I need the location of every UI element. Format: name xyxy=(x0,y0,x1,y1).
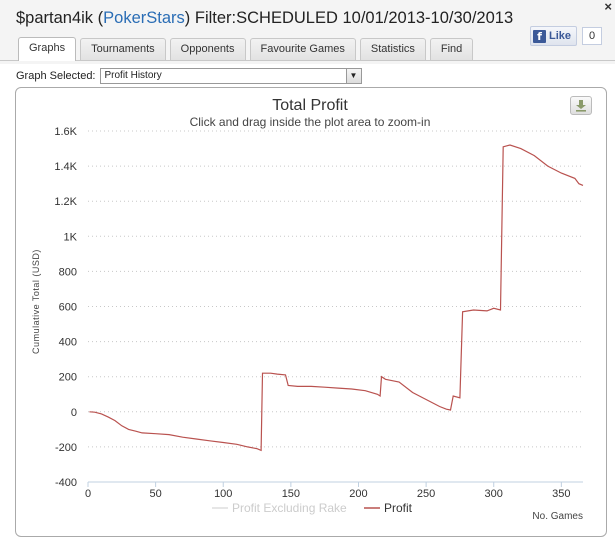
y-axis-label: Cumulative Total (USD) xyxy=(31,249,41,354)
y-tick-label: 800 xyxy=(59,266,77,278)
open-paren: ( xyxy=(97,9,104,27)
filter-text: Filter:SCHEDULED 10/01/2013-10/30/2013 xyxy=(194,9,514,27)
y-tick-label: 200 xyxy=(59,372,77,384)
like-label: Like xyxy=(549,30,572,42)
x-tick-label: 300 xyxy=(485,488,503,500)
graph-select-row: Graph Selected: Profit History ▼ xyxy=(16,68,362,84)
chart-panel xyxy=(15,87,607,537)
facebook-icon: f xyxy=(533,29,546,43)
graph-select-label: Graph Selected: xyxy=(16,70,96,82)
y-tick-label: 400 xyxy=(59,337,77,349)
facebook-like-widget: f Like 0 xyxy=(530,26,603,46)
series-line-2 xyxy=(89,144,584,452)
x-tick-label: 50 xyxy=(149,488,161,500)
export-button[interactable] xyxy=(570,96,592,115)
y-tick-label: -400 xyxy=(55,477,77,489)
like-count: 0 xyxy=(582,27,603,45)
y-tick-label: -200 xyxy=(55,442,77,454)
facebook-like-button[interactable]: f Like xyxy=(530,26,578,46)
chart-subtitle: Click and drag inside the plot area to z… xyxy=(190,115,431,129)
tab-tournaments[interactable]: Tournaments xyxy=(80,38,166,60)
y-tick-label: 1K xyxy=(64,231,78,243)
x-tick-label: 250 xyxy=(417,488,435,500)
y-tick-label: 1.4K xyxy=(54,161,77,173)
tab-statistics[interactable]: Statistics xyxy=(359,38,426,60)
legend-item: Profit xyxy=(384,501,413,515)
x-tick-label: 100 xyxy=(214,488,232,500)
x-tick-label: 350 xyxy=(552,488,570,500)
tab-graphs[interactable]: Graphs xyxy=(18,37,77,61)
graph-select-dropdown[interactable]: Profit History ▼ xyxy=(99,68,362,84)
legend-item: Profit Excluding Rake xyxy=(232,501,347,515)
chevron-down-icon[interactable]: ▼ xyxy=(345,69,361,83)
y-tick-label: 0 xyxy=(71,407,77,419)
tab-divider xyxy=(0,60,615,61)
close-icon[interactable]: × xyxy=(604,0,612,14)
y-tick-label: 1.2K xyxy=(54,196,77,208)
graph-select-value: Profit History xyxy=(104,70,162,81)
chart-title: Total Profit xyxy=(272,97,348,114)
y-tick-label: 1.6K xyxy=(54,126,77,138)
tab-opponents[interactable]: Opponents xyxy=(169,38,246,60)
x-tick-label: 150 xyxy=(282,488,300,500)
player-name: $partan4ik xyxy=(16,9,94,27)
tab-find[interactable]: Find xyxy=(429,38,474,60)
close-paren: ) xyxy=(184,9,191,27)
x-tick-label: 0 xyxy=(85,488,91,500)
tab-favourite-games[interactable]: Favourite Games xyxy=(249,38,356,60)
download-icon xyxy=(576,100,586,112)
x-axis-label: No. Games xyxy=(532,511,583,522)
site-link[interactable]: PokerStars xyxy=(103,9,185,27)
tab-bar: Graphs Tournaments Opponents Favourite G… xyxy=(18,37,477,61)
y-tick-label: 600 xyxy=(59,302,77,314)
page-title: $partan4ik (PokerStars) Filter:SCHEDULED… xyxy=(16,9,513,28)
x-tick-label: 200 xyxy=(349,488,367,500)
